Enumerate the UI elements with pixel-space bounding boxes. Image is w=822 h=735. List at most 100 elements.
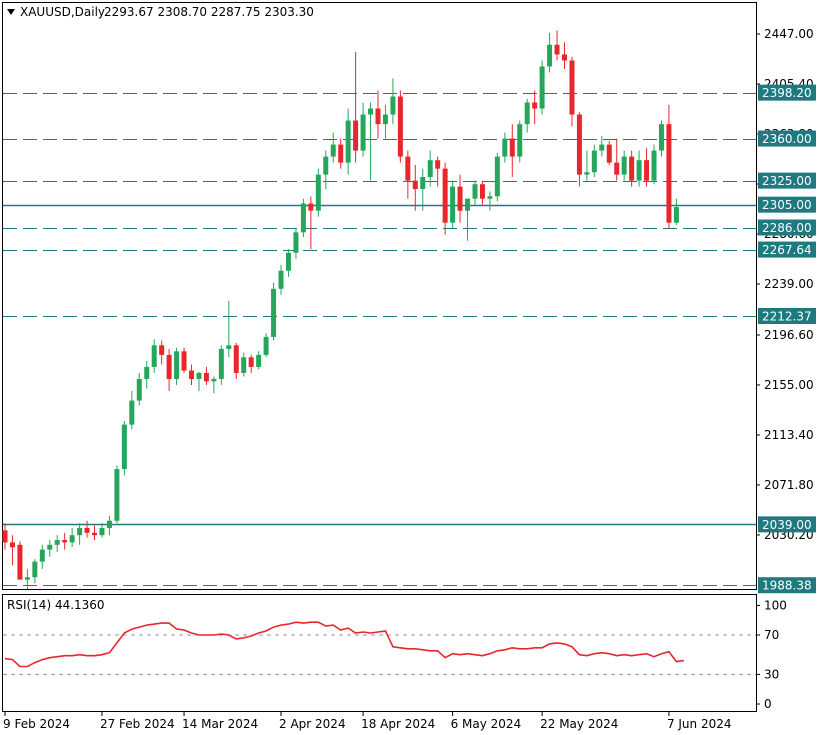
y-tick-label: 2155.00 xyxy=(764,378,814,392)
time-axis: 9 Feb 2024 27 Feb 2024 14 Mar 2024 2 Apr 20… xyxy=(3,712,732,731)
level-tag xyxy=(758,308,816,325)
candle-body xyxy=(144,366,150,379)
price-axis: 2447.002405.402363.802322.202280.602239.… xyxy=(756,27,814,542)
candle-body xyxy=(606,144,612,163)
ohlc-values: 2293.67 2308.70 2287.75 2303.30 xyxy=(104,5,314,19)
candle-body xyxy=(330,144,336,157)
x-tick-label: 18 Apr 2024 xyxy=(361,717,435,731)
candle-body xyxy=(539,66,545,109)
level-tag xyxy=(758,241,816,258)
candle-body xyxy=(554,44,560,55)
candle-body xyxy=(159,345,165,355)
level-lines xyxy=(3,93,756,586)
candle-body xyxy=(166,354,172,379)
candle-body xyxy=(584,172,590,175)
x-tick-label: 9 Feb 2024 xyxy=(3,717,70,731)
candle-body xyxy=(129,400,135,425)
candle-body xyxy=(502,138,508,157)
y-tick-label: 2239.00 xyxy=(764,277,814,291)
level-tag-label: 2039.00 xyxy=(762,518,812,532)
candle-body xyxy=(196,372,202,379)
candle-body xyxy=(121,424,127,470)
candle-body xyxy=(420,177,426,190)
rsi-plot xyxy=(3,621,756,675)
level-tag xyxy=(758,196,816,213)
x-tick-label: 22 May 2024 xyxy=(540,717,618,731)
x-tick-label: 14 Mar 2024 xyxy=(182,717,258,731)
candle-body xyxy=(181,351,187,371)
candle-body xyxy=(562,54,567,61)
candle-body xyxy=(472,184,478,199)
candle-body xyxy=(569,60,575,115)
candle-body xyxy=(211,378,217,382)
y-tick-label: 2113.40 xyxy=(764,428,814,442)
triangle-down-icon[interactable] xyxy=(7,9,15,15)
candle-body xyxy=(532,102,538,109)
candle-body xyxy=(77,527,83,536)
candle-body xyxy=(315,174,321,211)
level-tag xyxy=(758,172,816,189)
candle-body xyxy=(644,160,650,181)
candle-body xyxy=(226,345,232,349)
candle-body xyxy=(323,156,329,175)
level-tag-label: 2267.64 xyxy=(762,243,812,257)
candle-body xyxy=(360,114,366,151)
level-tag xyxy=(758,130,816,147)
candle-body xyxy=(84,527,90,533)
candle-body xyxy=(218,348,224,379)
rsi-panel xyxy=(2,594,757,712)
candle-body xyxy=(151,345,157,367)
candle-body xyxy=(427,160,433,178)
candle-body xyxy=(621,156,627,175)
candle-body xyxy=(442,168,448,223)
level-tag-label: 2325.00 xyxy=(762,174,812,188)
candle-body xyxy=(457,186,463,211)
candle-body xyxy=(509,138,515,157)
candle-body xyxy=(673,207,679,223)
candle-body xyxy=(285,252,291,271)
candle-body xyxy=(17,544,23,580)
x-tick-label: 2 Apr 2024 xyxy=(279,717,346,731)
candle-body xyxy=(375,108,381,125)
candle-body xyxy=(248,357,254,367)
candle-body xyxy=(300,203,306,233)
candle-body xyxy=(278,270,284,289)
candle-body xyxy=(203,372,209,382)
level-tag-label: 1988.38 xyxy=(762,579,812,593)
x-tick-label: 6 May 2024 xyxy=(451,717,522,731)
rsi-tick-label: 100 xyxy=(764,598,787,612)
candle-body xyxy=(54,539,60,545)
rsi-tick-label: 70 xyxy=(764,628,779,642)
level-tag-label: 2212.37 xyxy=(762,310,812,324)
candle-body xyxy=(614,162,620,175)
candle-body xyxy=(636,160,642,181)
candle-body xyxy=(233,345,239,373)
candle-body xyxy=(256,354,262,367)
candle-body xyxy=(62,539,68,543)
symbol-label: XAUUSD,Daily xyxy=(20,5,105,19)
candle-body xyxy=(651,150,657,181)
candle-body xyxy=(263,336,269,355)
x-tick-label: 7 Jun 2024 xyxy=(667,717,732,731)
candle-body xyxy=(174,351,180,379)
candle-body xyxy=(69,535,75,543)
y-tick-label: 2071.80 xyxy=(764,478,814,492)
candle-body xyxy=(271,288,277,337)
candle-body xyxy=(293,232,299,253)
y-tick-label: 2447.00 xyxy=(764,27,814,41)
candle-body xyxy=(32,561,38,578)
candle-body xyxy=(9,542,15,548)
candle-body xyxy=(382,114,388,125)
candle-body xyxy=(450,186,456,223)
rsi-line xyxy=(4,621,685,668)
candle-body xyxy=(92,532,98,536)
price-panel xyxy=(2,2,757,590)
level-tag-label: 2305.00 xyxy=(762,198,812,212)
candle-body xyxy=(2,530,8,543)
candle-body xyxy=(465,198,471,211)
candle-body xyxy=(368,108,374,115)
candle-body xyxy=(591,150,597,173)
candle-body xyxy=(412,180,418,190)
rsi-tick-label: 0 xyxy=(764,697,772,711)
